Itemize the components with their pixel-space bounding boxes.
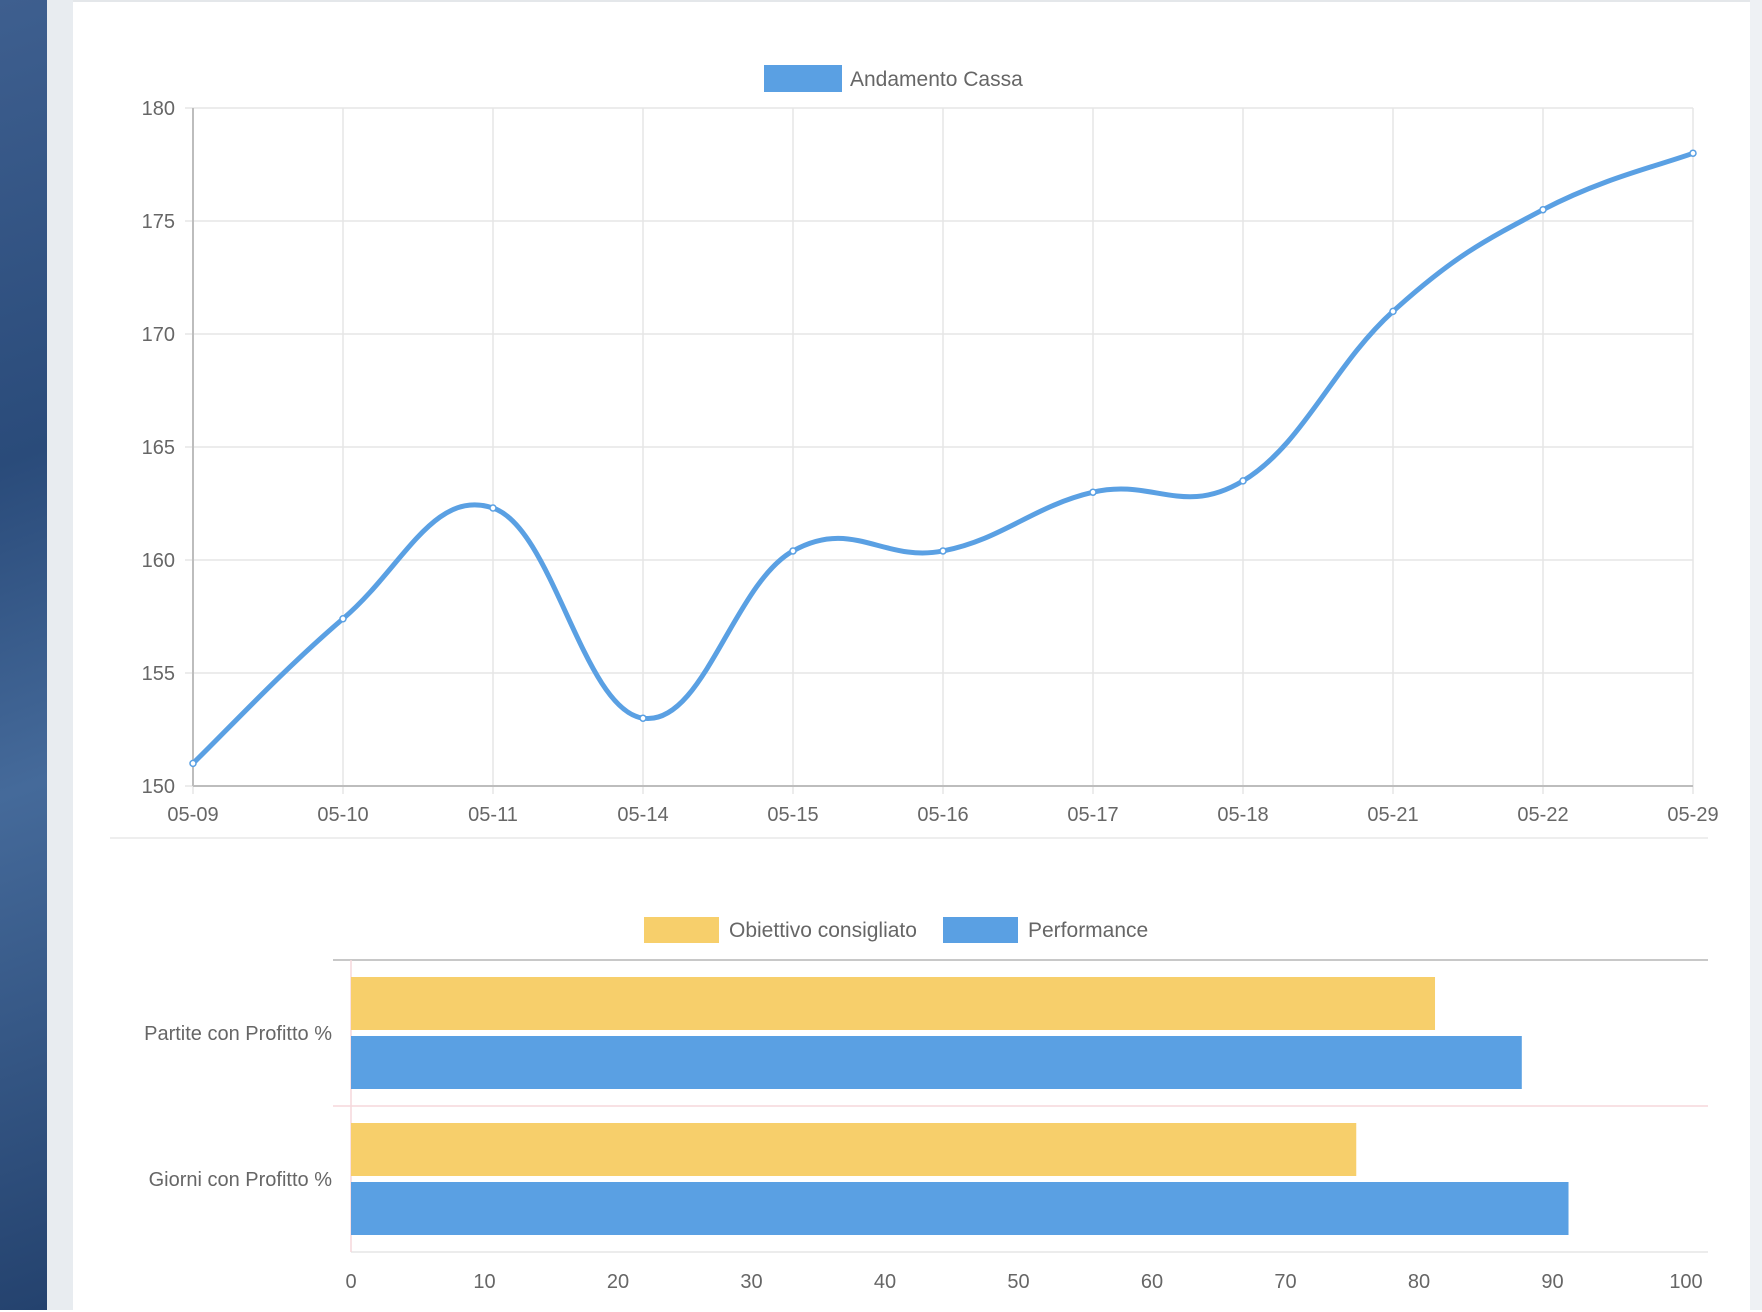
- data-point[interactable]: [789, 547, 797, 555]
- bar-chart-bars: [351, 977, 1569, 1235]
- x-tick-label: 30: [740, 1271, 762, 1293]
- x-tick-label: 0: [345, 1271, 356, 1293]
- data-point[interactable]: [639, 714, 647, 722]
- x-tick-label: 10: [473, 1271, 495, 1293]
- x-tick-label: 40: [874, 1271, 896, 1293]
- x-tick-label: 05-10: [317, 804, 368, 826]
- x-tick-label: 20: [607, 1271, 629, 1293]
- data-point[interactable]: [1539, 205, 1547, 214]
- bar-obiettivo-consigliato-giorni-con-profitto[interactable]: [351, 1123, 1357, 1176]
- legend-label-obiettivo-consigliato: Obiettivo consigliato: [729, 919, 917, 942]
- legend-swatch-andamento-cassa: [764, 65, 842, 92]
- data-point[interactable]: [1239, 477, 1247, 485]
- line-chart-points: [189, 149, 1697, 768]
- y-tick-label: 160: [142, 550, 175, 572]
- y-tick-label: 150: [142, 776, 175, 798]
- y-tick-label: 175: [142, 211, 175, 233]
- bar-performance-partite-con-profitto[interactable]: [351, 1036, 1522, 1089]
- x-tick-label: 05-29: [1667, 804, 1718, 826]
- sidebar-strip: [0, 0, 47, 1310]
- data-point[interactable]: [939, 547, 947, 555]
- legend-label-performance: Performance: [1028, 919, 1148, 942]
- bar-performance-giorni-con-profitto[interactable]: [351, 1182, 1569, 1235]
- x-tick-label: 60: [1141, 1271, 1163, 1293]
- x-tick-label: 05-18: [1217, 804, 1268, 826]
- data-point[interactable]: [1689, 149, 1697, 157]
- x-tick-label: 90: [1541, 1271, 1563, 1293]
- x-tick-label: 70: [1274, 1271, 1296, 1293]
- x-tick-label: 05-11: [468, 804, 518, 826]
- legend-swatch-performance: [943, 917, 1018, 943]
- line-chart-legend[interactable]: Andamento Cassa: [764, 65, 1023, 92]
- category-label-partite-con-profitto: Partite con Profitto %: [144, 1023, 332, 1045]
- bar-obiettivo-consigliato-partite-con-profitto[interactable]: [351, 977, 1436, 1030]
- data-point[interactable]: [189, 759, 197, 768]
- bar-chart-legend[interactable]: Obiettivo consigliato Performance: [644, 917, 1148, 943]
- bar-chart-y-axis: Partite con Profitto % Giorni con Profitt…: [144, 1023, 332, 1191]
- category-label-giorni-con-profitto: Giorni con Profitto %: [149, 1169, 333, 1191]
- series-line-andamento-cassa: [191, 150, 1694, 766]
- x-tick-label: 05-16: [917, 804, 968, 826]
- y-tick-label: 155: [142, 663, 175, 685]
- data-point[interactable]: [489, 504, 497, 512]
- content-panel: [73, 0, 1750, 1312]
- data-point[interactable]: [339, 615, 347, 623]
- x-tick-label: 05-09: [167, 804, 218, 826]
- x-tick-label: 05-17: [1067, 804, 1118, 826]
- page-gutter: [47, 0, 73, 1310]
- line-chart-y-axis: 180 175 170 165 160 155 150: [142, 98, 175, 798]
- legend-label-andamento-cassa: Andamento Cassa: [850, 68, 1023, 91]
- x-tick-label: 05-15: [767, 804, 818, 826]
- data-point[interactable]: [1089, 488, 1097, 496]
- data-point[interactable]: [1389, 307, 1397, 316]
- bar-chart-x-axis: 0 10 20 30 40 50 60 70 80 90 100: [345, 1271, 1702, 1293]
- x-tick-label: 05-21: [1367, 804, 1418, 826]
- y-tick-label: 180: [142, 98, 175, 120]
- bar-chart: Partite con Profitto % Giorni con Profitt…: [144, 917, 1708, 1293]
- x-tick-label: 05-14: [617, 804, 668, 826]
- right-gutter: [1750, 0, 1762, 1310]
- legend-swatch-obiettivo-consigliato: [644, 917, 719, 943]
- x-tick-label: 05-22: [1517, 804, 1568, 826]
- line-chart-x-axis: 05-09 05-10 05-11 05-14 05-15 05-16 05-17 05-18…: [167, 804, 1718, 826]
- y-tick-label: 165: [142, 437, 175, 459]
- x-tick-label: 100: [1669, 1271, 1702, 1293]
- x-tick-label: 50: [1007, 1271, 1029, 1293]
- y-tick-label: 170: [142, 324, 175, 346]
- x-tick-label: 80: [1408, 1271, 1430, 1293]
- line-chart-grid: [185, 107, 1694, 794]
